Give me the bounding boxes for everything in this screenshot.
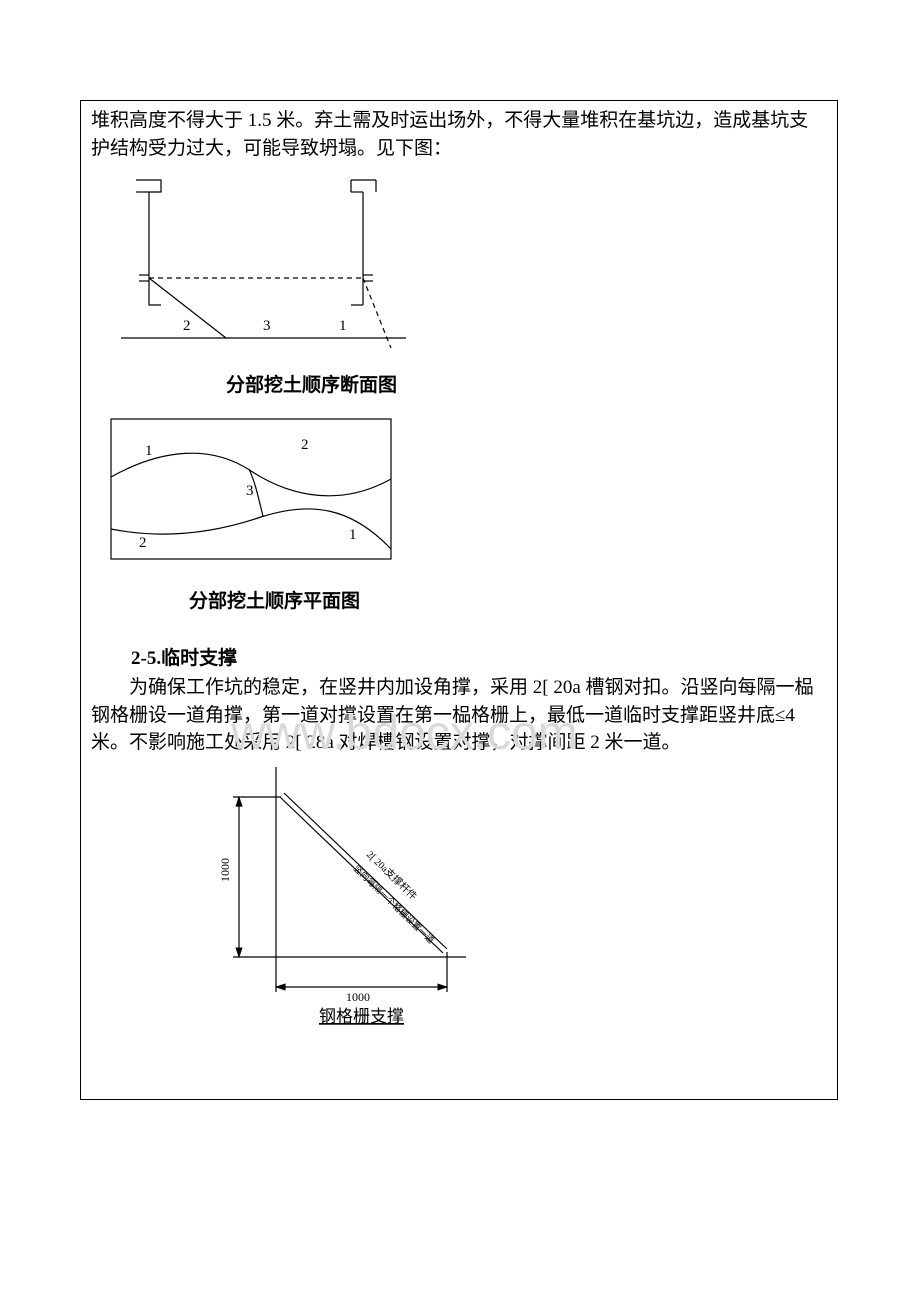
d1-label-1: 1 [339, 318, 347, 334]
d3-dim-v: 1000 [218, 858, 232, 882]
d2-label-tl: 1 [145, 443, 153, 459]
plan-diagram-svg: 1 2 3 2 1 [91, 409, 411, 574]
d1-label-2: 2 [183, 318, 191, 334]
section-diagram-svg: 2 3 1 [91, 170, 431, 360]
diagram-section-view: 2 3 1 [91, 170, 827, 360]
d2-label-m: 3 [246, 483, 254, 499]
caption-plan: 分部挖土顺序平面图 [189, 586, 827, 613]
d3-dim-h: 1000 [346, 990, 370, 1004]
brace-diagram-svg: 1000 1000 2[ 20a支撑杆件 竖向每隔一个格栅设置一道 钢格栅支撑 [171, 767, 491, 1027]
intro-paragraph: 堆积高度不得大于 1.5 米。弃土需及时运出场外，不得大量堆积在基坑边，造成基坑… [91, 107, 827, 162]
d2-label-bl: 2 [139, 535, 147, 551]
d1-label-3: 3 [263, 318, 271, 334]
section-title: 2-5.临时支撑 [131, 643, 827, 670]
d2-label-br: 1 [349, 527, 357, 543]
caption-section: 分部挖土顺序断面图 [226, 370, 827, 397]
d2-label-tr: 2 [301, 437, 309, 453]
section-body: 为确保工作坑的稳定，在竖井内加设角撑，采用 2[ 20a 槽钢对扣。沿竖向每隔一… [91, 674, 827, 757]
d3-caption: 钢格栅支撑 [319, 1007, 404, 1026]
diagram-brace: 1000 1000 2[ 20a支撑杆件 竖向每隔一个格栅设置一道 钢格栅支撑 [171, 767, 827, 1027]
page: www.bdocx.com 堆积高度不得大于 1.5 米。弃土需及时运出场外，不… [0, 0, 920, 1302]
content-box: www.bdocx.com 堆积高度不得大于 1.5 米。弃土需及时运出场外，不… [80, 100, 838, 1100]
diagram-plan-view: 1 2 3 2 1 [91, 409, 827, 574]
